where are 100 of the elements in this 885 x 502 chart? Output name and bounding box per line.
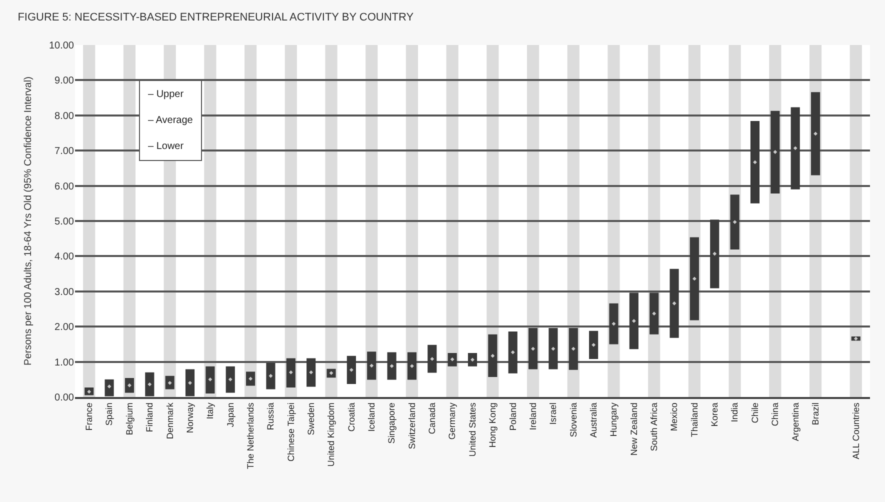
point <box>188 380 192 385</box>
x-tick-label: Belgium <box>124 402 134 436</box>
point <box>370 364 374 368</box>
bar <box>710 220 720 288</box>
x-tick-label: Japan <box>225 402 236 428</box>
point <box>208 377 212 382</box>
x-tick-label: Spain <box>104 402 114 426</box>
point <box>551 346 556 351</box>
point <box>672 301 676 306</box>
chart-title: FIGURE 5: NECESSITY-BASED ENTREPRENEURIAL ACTIVITY BY COUNTRY <box>18 11 414 24</box>
bar <box>670 268 679 338</box>
y-tick-label: 3.00 <box>54 286 74 298</box>
x-tick-label: Singapore <box>386 402 397 444</box>
x-tick-label: Switzerland <box>406 402 417 450</box>
y-tick-label: 9.00 <box>54 76 74 87</box>
point <box>510 350 515 354</box>
x-tick-label: Iceland <box>366 402 377 432</box>
bar <box>629 292 638 350</box>
x-tick-label: Thailand <box>689 402 700 438</box>
y-tick-label: 0.00 <box>54 392 74 404</box>
bar <box>548 328 558 370</box>
x-tick-label: Norway <box>184 402 195 434</box>
bar <box>448 353 457 366</box>
x-tick-label: The Netherlands <box>245 402 256 470</box>
bar <box>468 353 478 366</box>
point <box>531 346 535 351</box>
bar <box>346 356 356 384</box>
bar <box>428 344 437 373</box>
x-tick-label: Hong Kong <box>488 402 498 448</box>
x-tick-label: France <box>84 402 94 431</box>
x-tick-label: Denmark <box>164 402 175 440</box>
bar <box>528 328 538 370</box>
x-tick-label: Ireland <box>528 402 538 430</box>
x-tick-label: Israel <box>548 402 558 425</box>
x-tick-label: Australia <box>588 402 598 438</box>
x-tick-label: Canada <box>427 402 438 434</box>
x-tick-label: Russia <box>266 402 276 430</box>
x-tick-label: Argentina <box>790 402 800 442</box>
bar <box>246 372 256 386</box>
point <box>148 382 152 386</box>
x-tick-label: China <box>770 402 780 426</box>
point <box>732 220 737 224</box>
point <box>652 312 656 316</box>
annotation: – Upper <box>148 89 184 100</box>
y-tick-label: 10.00 <box>48 40 74 52</box>
point <box>309 370 314 374</box>
point <box>390 364 394 368</box>
x-tick-label: Italy <box>205 402 216 420</box>
x-tick-label: Finland <box>144 402 155 432</box>
x-tick-label: Hungary <box>608 402 619 437</box>
y-tick-label: 2.00 <box>54 322 74 334</box>
point <box>490 354 495 358</box>
point <box>814 132 818 136</box>
x-tick-label: South Africa <box>649 402 660 452</box>
x-tick-label: Sweden <box>306 402 316 436</box>
x-tick-label: New Zealand <box>628 402 639 456</box>
bar <box>367 352 376 380</box>
x-tick-label: United Kingdom <box>326 402 336 467</box>
bar <box>206 366 215 394</box>
bar <box>226 366 235 393</box>
y-tick-label: 8.00 <box>54 110 74 122</box>
point <box>632 319 636 323</box>
point <box>430 357 434 361</box>
x-tick-label: United States <box>467 402 478 457</box>
point <box>692 276 696 281</box>
point <box>793 146 798 150</box>
bar <box>609 303 618 344</box>
bar <box>306 358 316 387</box>
bar <box>286 358 296 388</box>
bar <box>387 352 396 380</box>
bar <box>750 121 760 204</box>
y-tick-label: 1.00 <box>54 357 74 368</box>
y-axis-title: Persons per 100 Adults, 18-64 Yrs Old (95% Confidence Interval) <box>22 76 34 366</box>
annotation: – Average <box>148 115 194 126</box>
x-tick-label: Korea <box>710 402 720 427</box>
bar <box>124 378 134 393</box>
point <box>349 368 354 372</box>
point <box>268 374 273 378</box>
point <box>571 346 576 351</box>
x-tick-label: India <box>730 402 740 422</box>
y-tick-label: 6.00 <box>54 181 74 192</box>
x-tick-label: ALL Countries <box>850 402 861 460</box>
annotation: – Lower <box>148 141 184 152</box>
bar <box>589 330 598 359</box>
x-tick-label: Slovenia <box>568 402 578 438</box>
point <box>288 370 293 374</box>
y-tick-label: 4.00 <box>54 252 74 263</box>
bar <box>650 292 659 334</box>
point <box>228 377 232 382</box>
point <box>773 150 778 154</box>
y-tick-label: 5.00 <box>54 216 74 228</box>
x-tick-label: Croatia <box>346 402 356 432</box>
bar <box>690 237 699 320</box>
bar <box>407 352 417 380</box>
bar <box>568 328 578 370</box>
x-tick-label: Germany <box>447 402 458 440</box>
bar <box>508 332 518 374</box>
bar <box>488 334 498 377</box>
point <box>753 160 757 164</box>
bar <box>770 110 780 194</box>
